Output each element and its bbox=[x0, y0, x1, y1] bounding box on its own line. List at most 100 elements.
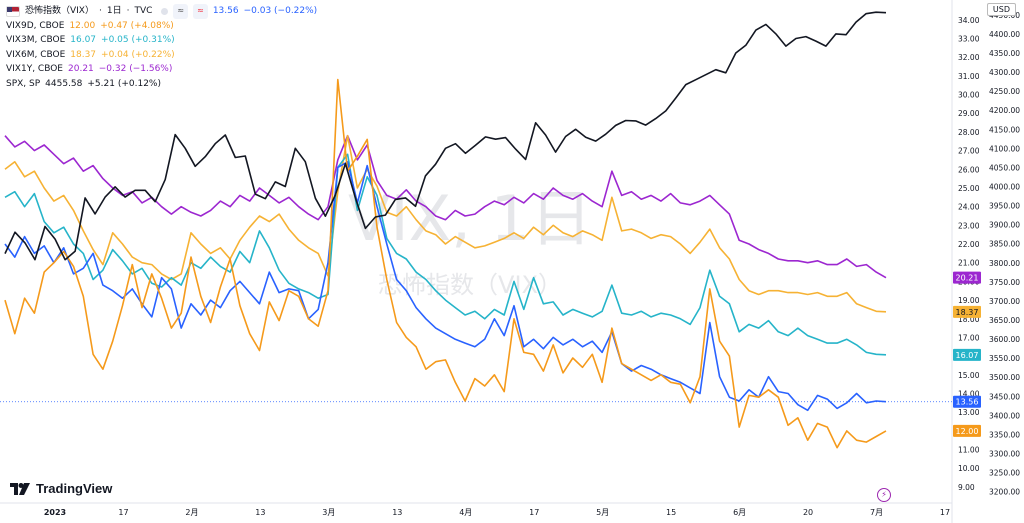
legend-main-name: 恐怖指数（VIX） bbox=[25, 6, 94, 16]
right-axis-tick: 3450.00 bbox=[989, 392, 1020, 401]
legend-row[interactable]: VIX9D, CBOE 12.00 +0.47 (+4.08%) bbox=[6, 19, 317, 34]
right-axis-tick: 4250.00 bbox=[989, 87, 1020, 96]
hide-pill[interactable]: ≈ bbox=[193, 4, 208, 19]
left-axis-tick: 33.00 bbox=[958, 35, 980, 44]
left-axis-tick: 13.00 bbox=[958, 408, 980, 417]
brand-name: TradingView bbox=[36, 481, 113, 496]
left-axis-tick: 18.00 bbox=[958, 315, 980, 324]
left-axis-tick: 9.00 bbox=[958, 483, 975, 492]
price-label-vix9d bbox=[953, 424, 981, 437]
right-axis-tick: 3600.00 bbox=[989, 335, 1020, 344]
legend-main-source: TVC bbox=[134, 6, 153, 16]
legend-series-name: VIX6M, CBOE bbox=[6, 49, 66, 60]
x-axis-tick: 17 bbox=[118, 508, 128, 517]
left-axis-tick: 22.00 bbox=[958, 240, 980, 249]
right-axis-tick: 3800.00 bbox=[989, 259, 1020, 268]
right-axis-tick: 3750.00 bbox=[989, 278, 1020, 287]
right-axis-tick: 4200.00 bbox=[989, 106, 1020, 115]
right-axis-tick: 3650.00 bbox=[989, 316, 1020, 325]
price-label-vix bbox=[953, 395, 981, 408]
legend-series-last: 20.21 bbox=[68, 64, 94, 74]
legend-series-change: −0.32 (−1.56%) bbox=[98, 64, 173, 74]
left-axis-tick: 14.00 bbox=[958, 390, 980, 399]
x-axis-tick: 6月 bbox=[733, 508, 746, 517]
series-line-spx bbox=[4, 11, 887, 261]
x-axis-tick: 2月 bbox=[185, 508, 198, 517]
legend-series-name: VIX9D, CBOE bbox=[6, 20, 65, 31]
legend-row[interactable]: VIX6M, CBOE 18.37 +0.04 (+0.22%) bbox=[6, 48, 317, 63]
x-axis-tick: 20 bbox=[803, 508, 813, 517]
legend-series-change: +0.04 (+0.22%) bbox=[101, 49, 175, 60]
left-axis-tick: 27.00 bbox=[958, 147, 980, 156]
x-axis-tick: 3月 bbox=[322, 508, 335, 517]
legend-main-interval-sep2: · bbox=[126, 6, 130, 16]
series-line-vix6m bbox=[4, 134, 887, 313]
legend-series-last: 12.00 bbox=[69, 20, 96, 31]
price-label-text: 13.56 bbox=[956, 398, 979, 407]
tradingview-logo-icon bbox=[10, 482, 30, 495]
series-line-vix bbox=[4, 161, 887, 412]
legend-main-interval-sep: · bbox=[98, 6, 102, 16]
left-axis-tick: 30.00 bbox=[958, 91, 980, 100]
right-axis-tick: 3350.00 bbox=[989, 430, 1020, 439]
series-line-vix9d bbox=[4, 78, 887, 449]
price-label-vix3m bbox=[953, 348, 981, 361]
left-axis-tick: 31.00 bbox=[958, 72, 980, 81]
legend-main-row[interactable]: 恐怖指数（VIX） · 1日 · TVC ≈ ≈ 13.56 −0.03 (−0… bbox=[6, 4, 317, 19]
legend-series-change: +0.47 (+4.08%) bbox=[100, 20, 174, 31]
watermark-title: VIX, 1日 bbox=[348, 182, 592, 255]
legend-main-last: 13.56 bbox=[212, 6, 239, 16]
event-lightning-icon[interactable]: ⚡ bbox=[877, 488, 891, 502]
right-axis-tick: 3900.00 bbox=[989, 221, 1020, 230]
x-axis-tick: 13 bbox=[255, 508, 265, 517]
legend-series-name: VIX3M, CBOE bbox=[6, 35, 66, 45]
legend-row[interactable]: SPX, SP 4455.58 +5.21 (+0.12%) bbox=[6, 77, 317, 92]
x-axis-tick: 5月 bbox=[596, 508, 609, 517]
x-axis-tick: 2023 bbox=[44, 508, 66, 517]
left-axis-tick: 17.00 bbox=[958, 333, 980, 342]
left-axis-tick: 23.00 bbox=[958, 221, 980, 230]
right-axis-tick: 4150.00 bbox=[989, 125, 1020, 134]
x-axis-tick: 4月 bbox=[459, 508, 472, 517]
right-axis-tick: 4300.00 bbox=[989, 68, 1020, 77]
legend-series-last: 16.07 bbox=[70, 35, 97, 45]
x-axis-tick: 17 bbox=[940, 508, 950, 517]
right-axis-tick: 3400.00 bbox=[989, 411, 1020, 420]
left-axis-tick: 24.00 bbox=[958, 203, 980, 212]
legend-main-change: −0.03 (−0.22%) bbox=[243, 6, 318, 16]
right-axis-tick: 4000.00 bbox=[989, 182, 1020, 191]
left-axis-tick: 10.00 bbox=[958, 464, 980, 473]
left-axis-tick: 15.00 bbox=[958, 371, 980, 380]
left-axis-tick: 34.00 bbox=[958, 16, 980, 25]
legend-series-name: VIX1Y, CBOE bbox=[6, 64, 63, 74]
right-axis-tick: 3500.00 bbox=[989, 373, 1020, 382]
right-axis-tick: 4350.00 bbox=[989, 49, 1020, 58]
status-dot-icon bbox=[161, 7, 169, 15]
right-axis-tick: 3200.00 bbox=[989, 488, 1020, 497]
price-label-text: 12.00 bbox=[956, 427, 979, 436]
tradingview-logo: TradingView bbox=[10, 481, 112, 496]
right-axis-tick: 4050.00 bbox=[989, 163, 1020, 172]
legend-series-last: 18.37 bbox=[70, 49, 97, 60]
left-axis-tick: 19.00 bbox=[958, 296, 980, 305]
x-axis-tick: 7月 bbox=[870, 508, 883, 517]
legend-row[interactable]: VIX1Y, CBOE 20.21 −0.32 (−1.56%) bbox=[6, 62, 317, 77]
left-axis-tick: 11.00 bbox=[958, 446, 980, 455]
x-axis-tick: 15 bbox=[666, 508, 676, 517]
legend-main-interval: 1日 bbox=[106, 6, 122, 16]
left-axis-tick: 21.00 bbox=[958, 259, 980, 268]
collapse-pill[interactable]: ≈ bbox=[173, 4, 189, 19]
right-axis-tick: 4400.00 bbox=[989, 30, 1020, 39]
legend-series-change: +5.21 (+0.12%) bbox=[87, 78, 161, 89]
right-axis-tick: 4100.00 bbox=[989, 144, 1020, 153]
price-label-vix6m bbox=[953, 305, 981, 318]
x-axis-tick: 17 bbox=[529, 508, 539, 517]
right-axis-tick: 3300.00 bbox=[989, 449, 1020, 458]
x-axis-tick: 13 bbox=[392, 508, 402, 517]
legend-row[interactable]: VIX3M, CBOE 16.07 +0.05 (+0.31%) bbox=[6, 33, 317, 48]
currency-badge[interactable]: USD bbox=[986, 3, 1016, 16]
right-axis-tick: 3950.00 bbox=[989, 202, 1020, 211]
right-axis-tick: 3550.00 bbox=[989, 354, 1020, 363]
price-label-vix1y bbox=[953, 271, 981, 284]
